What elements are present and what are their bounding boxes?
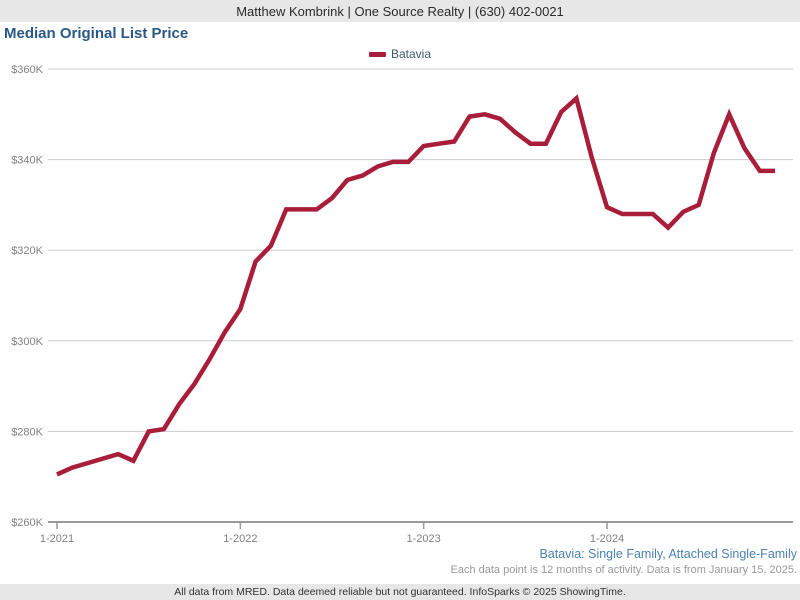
x-axis-tick-label: 1-2022 <box>223 533 257 545</box>
page-title: Median Original List Price <box>4 25 189 42</box>
x-axis-tick-label: 1-2023 <box>407 533 441 545</box>
y-axis-tick-label: $300K <box>11 336 43 348</box>
series-scope-note: Batavia: Single Family, Attached Single-… <box>539 547 797 561</box>
disclaimer-text: All data from MRED. Data deemed reliable… <box>174 586 626 598</box>
y-axis-tick-label: $340K <box>11 155 43 167</box>
y-axis-tick-label: $280K <box>11 426 43 438</box>
y-axis-tick-label: $360K <box>11 64 43 76</box>
legend-line-swatch <box>368 51 386 57</box>
series-line-batavia <box>56 94 776 477</box>
y-axis-tick-label: $320K <box>11 245 43 257</box>
x-axis-tick-label: 1-2021 <box>40 533 74 545</box>
disclaimer-footer-bar: All data from MRED. Data deemed reliable… <box>0 584 800 600</box>
legend-series-label: Batavia <box>390 47 432 61</box>
y-axis-tick-label: $260K <box>11 517 43 529</box>
chart-legend: Batavia <box>0 47 800 61</box>
agent-info-text: Matthew Kombrink | One Source Realty | (… <box>236 3 564 19</box>
agent-header-bar: Matthew Kombrink | One Source Realty | (… <box>0 0 800 22</box>
data-period-note: Each data point is 12 months of activity… <box>450 564 797 576</box>
x-axis-tick-label: 1-2024 <box>590 533 624 545</box>
